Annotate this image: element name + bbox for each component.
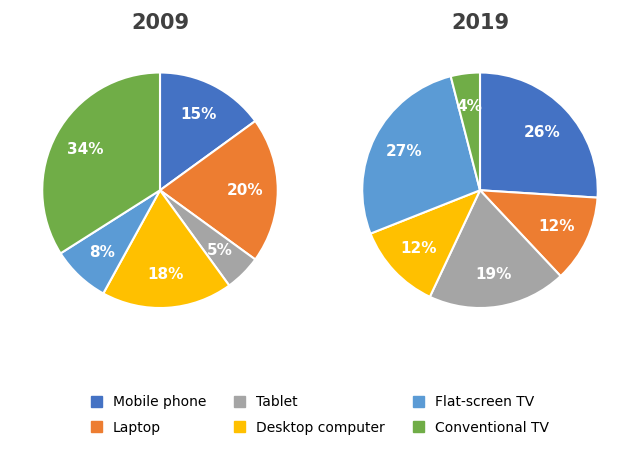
Wedge shape [480, 72, 598, 198]
Wedge shape [480, 190, 598, 276]
Text: 15%: 15% [180, 107, 217, 122]
Text: 20%: 20% [227, 183, 263, 198]
Text: 26%: 26% [524, 125, 560, 140]
Text: 4%: 4% [456, 99, 483, 114]
Wedge shape [371, 190, 480, 297]
Text: 12%: 12% [538, 219, 575, 234]
Wedge shape [362, 76, 480, 234]
Text: 34%: 34% [67, 142, 104, 157]
Text: 18%: 18% [147, 267, 184, 282]
Text: 8%: 8% [89, 245, 115, 260]
Text: 12%: 12% [400, 241, 436, 256]
Legend: Mobile phone, Laptop, Tablet, Desktop computer, Flat-screen TV, Conventional TV: Mobile phone, Laptop, Tablet, Desktop co… [84, 389, 556, 442]
Wedge shape [103, 190, 229, 308]
Wedge shape [160, 121, 278, 260]
Wedge shape [160, 72, 255, 190]
Wedge shape [430, 190, 561, 308]
Text: 27%: 27% [386, 144, 423, 159]
Wedge shape [451, 72, 480, 190]
Title: 2019: 2019 [451, 13, 509, 33]
Wedge shape [42, 72, 160, 253]
Wedge shape [160, 190, 255, 285]
Title: 2009: 2009 [131, 13, 189, 33]
Wedge shape [61, 190, 160, 294]
Text: 5%: 5% [207, 243, 233, 258]
Text: 19%: 19% [475, 266, 511, 281]
